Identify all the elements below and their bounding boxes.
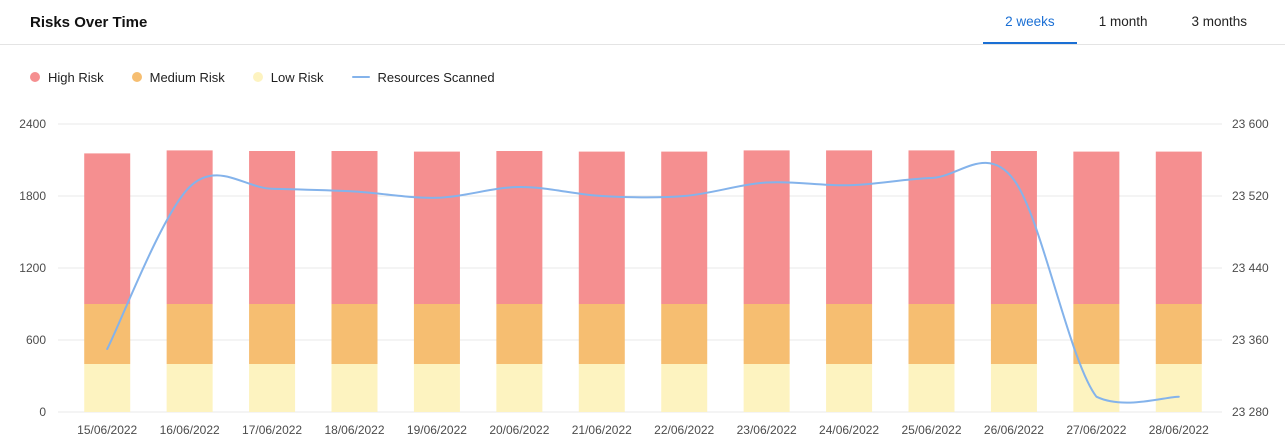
left-axis-tick: 0: [39, 405, 46, 419]
bar-segment-high-risk[interactable]: [826, 150, 873, 304]
low-risk-dot-icon: [252, 72, 263, 82]
bar-segment-high-risk[interactable]: [249, 151, 296, 304]
bar-segment-high-risk[interactable]: [661, 151, 708, 304]
x-axis-label: 16/06/2022: [160, 423, 220, 437]
chart-legend: High Risk Medium Risk Low Risk Resources…: [30, 64, 1285, 90]
legend-item-resources-scanned[interactable]: Resources Scanned: [351, 69, 495, 85]
legend-label: Medium Risk: [149, 69, 225, 85]
bar-segment-medium-risk[interactable]: [496, 304, 543, 364]
bar-segment-low-risk[interactable]: [331, 364, 378, 412]
bar-segment-medium-risk[interactable]: [743, 304, 790, 364]
resources-scanned-line-icon: [351, 76, 370, 78]
bar-segment-low-risk[interactable]: [1155, 364, 1202, 412]
chart-area: 0 600 1200 1800 2400 23 280 23 360 23 440 23 520…: [0, 100, 1285, 443]
tab-2-weeks[interactable]: 2 weeks: [983, 0, 1077, 44]
x-axis-label: 18/06/2022: [324, 423, 384, 437]
bar-segment-high-risk[interactable]: [578, 151, 625, 304]
tab-1-month[interactable]: 1 month: [1098, 13, 1148, 29]
bar-segment-low-risk[interactable]: [661, 364, 708, 412]
bar-segment-low-risk[interactable]: [1073, 364, 1120, 412]
bar-segment-medium-risk[interactable]: [166, 304, 213, 364]
x-axis-label: 22/06/2022: [654, 423, 714, 437]
bar-segment-medium-risk[interactable]: [578, 304, 625, 364]
bar-segment-medium-risk[interactable]: [249, 304, 296, 364]
bar-segment-low-risk[interactable]: [908, 364, 955, 412]
bar-segment-high-risk[interactable]: [990, 151, 1037, 304]
x-axis-label: 26/06/2022: [984, 423, 1044, 437]
right-axis-tick: 23 280: [1232, 405, 1269, 419]
x-axis-label: 25/06/2022: [901, 423, 961, 437]
high-risk-dot-icon: [30, 72, 40, 82]
bar-segment-high-risk[interactable]: [166, 150, 213, 304]
bar-segment-high-risk[interactable]: [1073, 151, 1120, 304]
medium-risk-dot-icon: [131, 72, 142, 82]
right-axis-tick: 23 520: [1232, 189, 1269, 203]
bar-segment-medium-risk[interactable]: [826, 304, 873, 364]
bar-segment-medium-risk[interactable]: [661, 304, 708, 364]
x-axis-label: 23/06/2022: [737, 423, 797, 437]
bar-segment-high-risk[interactable]: [1155, 151, 1202, 304]
legend-item-medium-risk[interactable]: Medium Risk: [131, 69, 225, 85]
bar-segment-low-risk[interactable]: [743, 364, 790, 412]
legend-item-high-risk[interactable]: High Risk: [30, 70, 104, 85]
left-axis-tick: 600: [26, 333, 46, 347]
x-axis-label: 19/06/2022: [407, 423, 467, 437]
x-axis-label: 17/06/2022: [242, 423, 302, 437]
bar-segment-high-risk[interactable]: [908, 150, 955, 304]
right-axis-tick: 23 600: [1232, 117, 1269, 131]
left-axis-tick: 2400: [19, 117, 46, 131]
bar-segment-high-risk[interactable]: [413, 151, 460, 304]
x-axis-label: 24/06/2022: [819, 423, 879, 437]
bar-segment-high-risk[interactable]: [84, 153, 131, 304]
x-axis-label: 20/06/2022: [489, 423, 549, 437]
tab-3-months[interactable]: 3 months: [1191, 13, 1247, 29]
bar-segment-low-risk[interactable]: [166, 364, 213, 412]
legend-label: Resources Scanned: [377, 69, 495, 85]
bar-segment-medium-risk[interactable]: [331, 304, 378, 364]
risks-chart: 0 600 1200 1800 2400 23 280 23 360 23 440 23 520…: [19, 117, 1269, 437]
bar-segment-low-risk[interactable]: [249, 364, 296, 412]
legend-label: High Risk: [48, 69, 104, 85]
bar-segment-high-risk[interactable]: [496, 151, 543, 304]
bar-segment-high-risk[interactable]: [743, 150, 790, 304]
bar-segment-low-risk[interactable]: [578, 364, 625, 412]
bar-segment-low-risk[interactable]: [413, 364, 460, 412]
legend-label: Low Risk: [270, 69, 324, 85]
bar-segment-medium-risk[interactable]: [1073, 304, 1120, 364]
bar-segment-high-risk[interactable]: [331, 151, 378, 304]
bar-segment-low-risk[interactable]: [826, 364, 873, 412]
page-title: Risks Over Time: [30, 13, 148, 31]
bar-segment-medium-risk[interactable]: [908, 304, 955, 364]
bar-segment-low-risk[interactable]: [496, 364, 543, 412]
bar-segment-low-risk[interactable]: [84, 364, 131, 412]
right-axis-tick: 23 360: [1232, 333, 1269, 347]
x-axis-label: 15/06/2022: [77, 423, 137, 437]
bar-segment-medium-risk[interactable]: [413, 304, 460, 364]
left-axis-tick: 1800: [19, 189, 46, 203]
x-axis-label: 21/06/2022: [572, 423, 632, 437]
bar-segment-medium-risk[interactable]: [990, 304, 1037, 364]
chart-header: Risks Over Time 2 weeks 1 month 3 months: [0, 0, 1285, 45]
x-axis-label: 27/06/2022: [1066, 423, 1126, 437]
x-axis-label: 28/06/2022: [1149, 423, 1209, 437]
left-axis-tick: 1200: [19, 261, 46, 275]
bar-segment-low-risk[interactable]: [990, 364, 1037, 412]
time-range-tabs: 2 weeks 1 month 3 months: [983, 0, 1269, 44]
resources-scanned-line: [106, 161, 1180, 404]
right-axis-tick: 23 440: [1232, 261, 1269, 275]
legend-item-low-risk[interactable]: Low Risk: [252, 69, 324, 85]
bar-segment-medium-risk[interactable]: [1155, 304, 1202, 364]
